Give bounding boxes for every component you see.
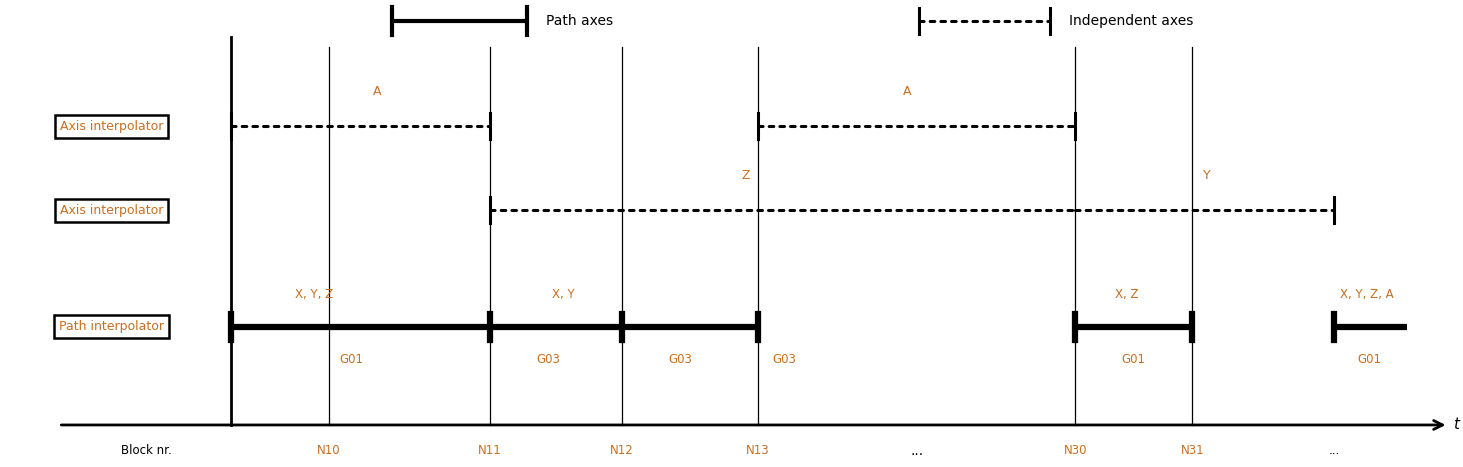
Text: N30: N30 <box>1064 444 1087 457</box>
Text: N13: N13 <box>746 444 770 457</box>
Text: N12: N12 <box>610 444 633 457</box>
Text: t: t <box>1453 417 1459 432</box>
Text: Z: Z <box>742 169 751 182</box>
Text: G03: G03 <box>669 353 692 366</box>
Text: G03: G03 <box>772 353 796 366</box>
Text: N31: N31 <box>1181 444 1204 457</box>
Text: A: A <box>373 85 382 98</box>
Text: ...: ... <box>911 444 923 458</box>
Text: X, Z: X, Z <box>1115 288 1138 301</box>
Text: X, Y: X, Y <box>552 288 575 301</box>
Text: N10: N10 <box>317 444 341 457</box>
Text: Path axes: Path axes <box>546 14 613 28</box>
Text: Y: Y <box>1203 169 1211 182</box>
Text: G03: G03 <box>537 353 560 366</box>
Text: ...: ... <box>1328 444 1340 457</box>
Text: G01: G01 <box>1358 353 1381 366</box>
Text: Independent axes: Independent axes <box>1069 14 1194 28</box>
Text: Path interpolator: Path interpolator <box>59 320 164 333</box>
Text: Axis interpolator: Axis interpolator <box>60 204 162 217</box>
Text: G01: G01 <box>339 353 363 366</box>
Text: Axis interpolator: Axis interpolator <box>60 120 162 133</box>
Text: G01: G01 <box>1122 353 1146 366</box>
Text: X, Y, Z, A: X, Y, Z, A <box>1340 288 1393 301</box>
Text: X, Y, Z: X, Y, Z <box>296 288 334 301</box>
Text: N11: N11 <box>478 444 502 457</box>
Text: A: A <box>903 85 911 98</box>
Text: Block nr.: Block nr. <box>121 444 171 457</box>
